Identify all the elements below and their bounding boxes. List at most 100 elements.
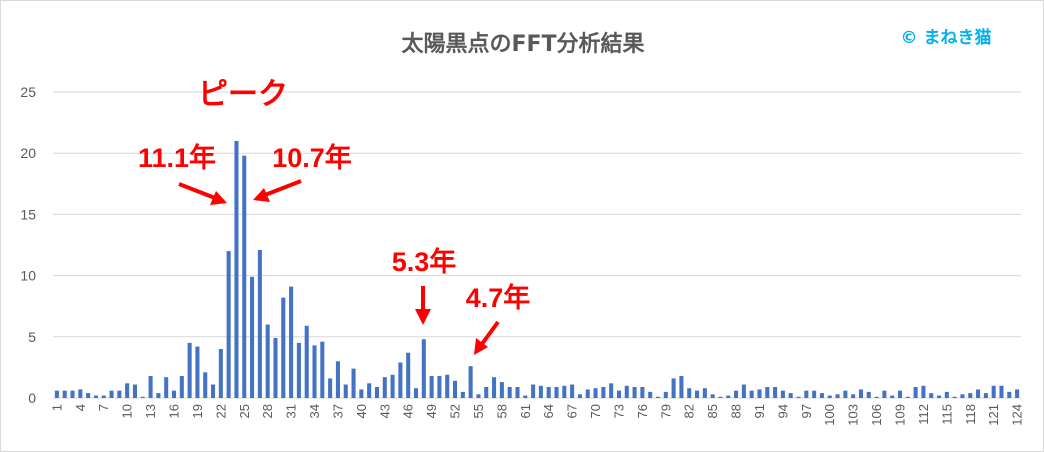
annotation-5-3-year: 5.3年 [392, 246, 457, 277]
x-tick-label: 79 [658, 404, 673, 418]
y-tick-label: 10 [20, 268, 36, 284]
bar [858, 389, 863, 398]
bar [687, 388, 692, 398]
x-tick-label: 64 [541, 404, 556, 418]
bar [499, 382, 504, 398]
x-tick-label: 10 [120, 404, 135, 418]
chart-title: 太陽黒点のFFT分析結果 [401, 31, 644, 57]
annotation-11-1-year: 11.1年 [138, 142, 216, 173]
bar [624, 385, 629, 398]
bar [960, 394, 965, 398]
credit-label: © まねき猫 [901, 27, 992, 48]
bar [538, 385, 543, 398]
x-tick-label: 34 [307, 404, 322, 418]
bar [562, 385, 567, 398]
x-tick-label: 7 [96, 404, 111, 411]
bar [773, 386, 778, 398]
x-tick-label: 1 [49, 404, 64, 411]
bar [195, 346, 200, 398]
x-tick-label: 85 [705, 404, 720, 418]
x-tick-label: 103 [846, 404, 861, 426]
x-tick-label: 73 [611, 404, 626, 418]
bar [710, 394, 715, 398]
bar [265, 324, 270, 398]
bar [304, 325, 309, 398]
x-tick-label: 22 [213, 404, 228, 418]
bar [413, 388, 419, 398]
bar-series [54, 140, 1020, 398]
bar [242, 155, 247, 398]
bar [250, 276, 255, 398]
bar [796, 396, 801, 398]
bar [570, 384, 575, 398]
bar [718, 396, 723, 398]
x-tick-label: 52 [448, 404, 463, 418]
x-tick-label: 37 [330, 404, 345, 418]
bar [780, 390, 785, 398]
x-tick-label: 118 [963, 404, 978, 425]
annotation-10-7-year: 10.7年 [272, 142, 352, 173]
bar [93, 395, 98, 398]
bar [663, 391, 668, 398]
bar [523, 395, 528, 398]
bar [218, 349, 223, 398]
bar [484, 386, 489, 398]
bar [913, 386, 918, 398]
bar [827, 395, 832, 398]
bar [882, 390, 887, 398]
bar [78, 389, 83, 398]
bar [421, 339, 426, 398]
y-tick-label: 20 [20, 145, 36, 161]
bar [952, 396, 957, 398]
bar [257, 249, 262, 398]
bar [460, 391, 465, 398]
bar [1007, 391, 1012, 398]
y-tick-label: 25 [20, 84, 36, 100]
bar [679, 375, 684, 398]
bar [554, 386, 559, 398]
bar [999, 385, 1004, 398]
bar [343, 384, 348, 398]
bar [281, 297, 286, 398]
bar [156, 393, 161, 398]
bar [140, 396, 145, 398]
x-tick-label: 100 [822, 404, 837, 426]
y-tick-label: 5 [28, 329, 36, 345]
x-tick-label: 19 [190, 404, 205, 418]
x-tick-label: 115 [939, 404, 954, 425]
bar [968, 393, 973, 398]
bar [632, 386, 637, 398]
bar [757, 389, 762, 398]
bar [843, 390, 848, 398]
arrow-4-7-year [474, 320, 500, 355]
bar [531, 384, 536, 398]
bar [897, 390, 903, 398]
x-tick-label: 121 [986, 404, 1001, 426]
x-tick-label: 40 [354, 404, 369, 418]
bar [616, 390, 621, 398]
bar [234, 140, 239, 398]
x-tick-label: 49 [424, 404, 439, 418]
x-tick-label: 67 [565, 404, 580, 418]
bar [62, 390, 67, 398]
bar [804, 390, 809, 398]
bar [125, 383, 130, 398]
bar [374, 386, 379, 398]
bar [905, 396, 910, 398]
bar [390, 374, 395, 398]
bar [812, 390, 817, 398]
bar [70, 390, 75, 398]
bar [335, 361, 340, 398]
bar [835, 394, 840, 398]
bar [851, 394, 856, 398]
x-tick-label: 43 [377, 404, 392, 418]
bar [296, 342, 301, 398]
bar [788, 393, 793, 398]
bar [819, 393, 824, 398]
bar [453, 380, 458, 398]
bar [406, 352, 411, 398]
annotation-4-7-year: 4.7年 [466, 282, 531, 313]
arrow-11-1-year [178, 182, 227, 205]
